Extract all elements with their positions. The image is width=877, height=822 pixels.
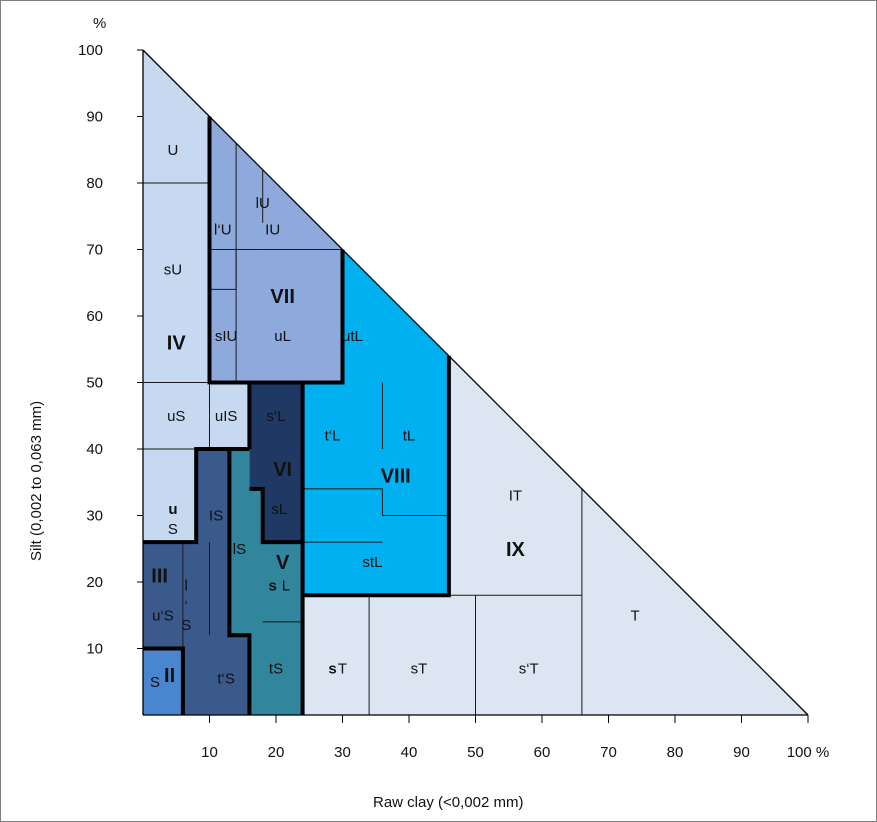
class-label: tS	[269, 660, 283, 677]
group-label: VI	[273, 459, 292, 481]
y-tick-label: 80	[86, 175, 103, 192]
x-tick-label: 60	[534, 744, 551, 761]
y-tick-label: 40	[86, 441, 103, 458]
class-label: U	[168, 142, 179, 159]
class-label: S	[168, 521, 178, 538]
class-label: sT	[411, 660, 428, 677]
group-label: IV	[167, 333, 187, 355]
class-label: uIS	[215, 408, 238, 425]
class-label: u	[168, 501, 177, 518]
x-tick-label: 100 %	[787, 744, 830, 761]
group-boundary	[302, 355, 451, 598]
x-tick-label: 90	[733, 744, 750, 761]
y-tick-label: 30	[86, 508, 103, 525]
hypotenuse-line	[142, 49, 809, 716]
x-tick-label: 40	[401, 744, 418, 761]
class-label: sL	[271, 501, 287, 518]
class-label: sU	[164, 261, 182, 278]
y-tick-label: 90	[86, 109, 103, 126]
class-label: uS	[167, 408, 185, 425]
class-label: t‘S	[217, 670, 235, 687]
group-boundaries	[143, 116, 451, 715]
class-label: IS	[209, 508, 223, 525]
group-label: III	[151, 565, 168, 587]
class-label: stL	[362, 554, 382, 571]
x-tick-label: 50	[467, 744, 484, 761]
y-tick-label: 70	[86, 242, 103, 259]
region-iv	[143, 50, 250, 543]
y-tick-label: 60	[86, 308, 103, 325]
class-label: IT	[509, 488, 522, 505]
group-label: V	[276, 552, 290, 574]
class-label: lS	[233, 541, 246, 558]
x-tick-label: 70	[600, 744, 617, 761]
group-boundary	[227, 449, 252, 715]
class-label: L	[282, 577, 290, 594]
class-label: IU	[265, 222, 280, 239]
x-tick-label: 80	[667, 744, 684, 761]
group-label: VII	[270, 286, 294, 308]
class-label: uL	[274, 328, 291, 345]
class-label: s	[269, 577, 277, 594]
y-axis-title: Silt (0,002 to 0,063 mm)	[28, 401, 45, 561]
group-label: VIII	[381, 466, 411, 488]
class-label: lU	[256, 195, 270, 212]
region-v-ls	[229, 449, 303, 715]
region-ix	[302, 355, 808, 715]
group-label: IX	[506, 539, 526, 561]
class-label: ‘	[185, 597, 188, 614]
group-boundary	[143, 646, 185, 715]
group-boundary	[207, 116, 345, 385]
class-label: utL	[342, 328, 363, 345]
class-label: T	[338, 660, 347, 677]
class-label: tL	[403, 428, 416, 445]
group-boundary	[249, 486, 303, 545]
y-tick-label: 10	[86, 641, 103, 658]
class-label: s‘T	[519, 660, 539, 677]
class-label: u‘S	[152, 607, 174, 624]
group-label: II	[164, 665, 175, 687]
region-viii	[302, 249, 449, 596]
class-label: S	[150, 674, 160, 691]
class-label: l	[185, 577, 188, 594]
axes: 10 20 30 40 50 60 70 80 90 100 % 10 20 30 40 50 60 70 80 9…	[78, 42, 829, 761]
class-label: S	[181, 617, 191, 634]
class-label: T	[631, 607, 640, 624]
x-tick-label: 10	[201, 744, 218, 761]
class-label: s	[328, 660, 336, 677]
x-tick-label: 30	[334, 744, 351, 761]
region-ii	[143, 648, 183, 715]
class-label: s‘L	[266, 408, 285, 425]
group-boundary	[143, 447, 250, 545]
y-tick-label: 100	[78, 42, 103, 59]
class-label: l‘U	[214, 222, 232, 239]
y-unit-label: %	[93, 15, 106, 32]
class-label: t‘L	[325, 428, 341, 445]
y-tick-label: 20	[86, 574, 103, 591]
x-tick-label: 20	[268, 744, 285, 761]
y-tick-label: 50	[86, 375, 103, 392]
class-label: sIU	[215, 328, 238, 345]
x-axis-title: Raw clay (<0,002 mm)	[373, 794, 523, 811]
